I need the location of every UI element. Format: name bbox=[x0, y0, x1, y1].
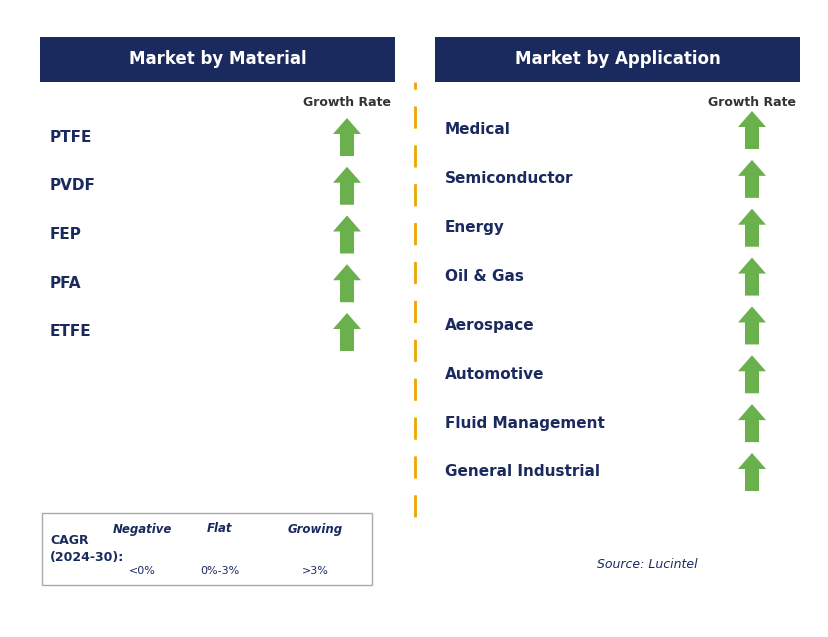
Polygon shape bbox=[333, 264, 360, 302]
Polygon shape bbox=[132, 539, 151, 563]
Bar bbox=[435, 37, 799, 82]
Text: Source: Lucintel: Source: Lucintel bbox=[596, 559, 697, 571]
Polygon shape bbox=[737, 306, 765, 345]
Text: Growth Rate: Growth Rate bbox=[707, 96, 795, 108]
Polygon shape bbox=[737, 209, 765, 247]
Text: Medical: Medical bbox=[445, 122, 510, 138]
Polygon shape bbox=[333, 215, 360, 254]
Text: FEP: FEP bbox=[50, 227, 82, 242]
Text: Negative: Negative bbox=[112, 522, 171, 536]
Text: ETFE: ETFE bbox=[50, 324, 92, 340]
Text: >3%: >3% bbox=[301, 566, 328, 576]
Text: CAGR: CAGR bbox=[50, 534, 89, 547]
Polygon shape bbox=[737, 355, 765, 393]
Bar bbox=[40, 37, 394, 82]
Text: Fluid Management: Fluid Management bbox=[445, 416, 604, 431]
Text: Energy: Energy bbox=[445, 220, 504, 235]
Polygon shape bbox=[737, 453, 765, 491]
Text: Market by Application: Market by Application bbox=[514, 50, 720, 69]
Polygon shape bbox=[333, 118, 360, 156]
Text: PFA: PFA bbox=[50, 276, 81, 290]
Text: Growth Rate: Growth Rate bbox=[303, 96, 391, 108]
Text: Flat: Flat bbox=[207, 522, 233, 536]
Polygon shape bbox=[737, 404, 765, 442]
Polygon shape bbox=[333, 167, 360, 204]
Text: PTFE: PTFE bbox=[50, 129, 92, 145]
Text: Market by Material: Market by Material bbox=[128, 50, 306, 69]
Text: (2024-30):: (2024-30): bbox=[50, 552, 124, 564]
Polygon shape bbox=[330, 539, 348, 563]
Text: Semiconductor: Semiconductor bbox=[445, 171, 573, 187]
Text: 0%-3%: 0%-3% bbox=[200, 566, 239, 576]
Text: Aerospace: Aerospace bbox=[445, 318, 534, 333]
Polygon shape bbox=[737, 257, 765, 296]
Text: Oil & Gas: Oil & Gas bbox=[445, 269, 523, 284]
Text: Automotive: Automotive bbox=[445, 367, 544, 382]
Text: Growing: Growing bbox=[287, 522, 342, 536]
Polygon shape bbox=[333, 313, 360, 351]
Polygon shape bbox=[230, 543, 258, 559]
Text: General Industrial: General Industrial bbox=[445, 464, 599, 480]
Bar bbox=[42, 513, 372, 585]
Polygon shape bbox=[737, 111, 765, 149]
Text: PVDF: PVDF bbox=[50, 178, 96, 193]
Polygon shape bbox=[737, 160, 765, 198]
Text: <0%: <0% bbox=[128, 566, 156, 576]
